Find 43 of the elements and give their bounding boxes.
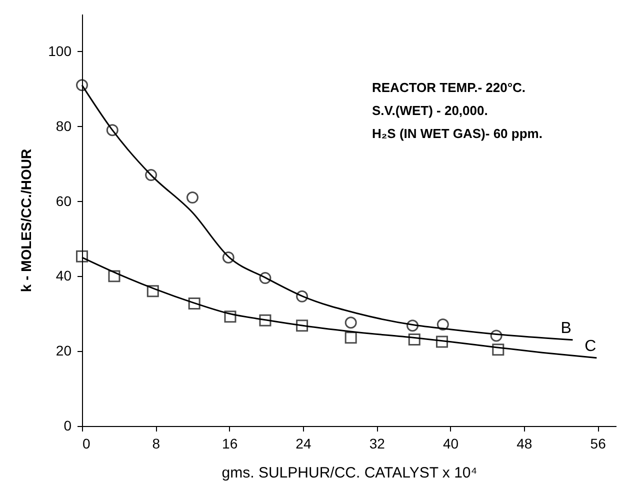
point (436, 336, 448, 348)
point (186, 192, 198, 204)
point (406, 320, 419, 332)
y-tick-label: 100 (48, 42, 72, 59)
y-axis-title: k - MOLES/CC./HOUR (18, 148, 34, 292)
x-tick-label: 56 (590, 436, 606, 452)
x-axis-title: gms. SULPHUR/CC. CATALYST x 10⁴ (222, 464, 478, 482)
point (76, 250, 88, 262)
point (344, 316, 357, 329)
series-label: C (584, 338, 596, 355)
y-tick-label: 40 (56, 268, 72, 284)
x-tick-label: 24 (296, 436, 312, 452)
point (145, 169, 158, 182)
point (222, 251, 234, 264)
x-tick-label: 8 (152, 436, 160, 452)
x-tick-label: 0 (82, 436, 90, 452)
point (344, 332, 357, 344)
point (188, 298, 200, 310)
point (490, 330, 502, 342)
x-tick-label: 48 (516, 436, 532, 452)
point (296, 290, 308, 302)
point (76, 79, 88, 92)
point (296, 320, 308, 332)
point (108, 270, 120, 282)
point (492, 344, 504, 356)
point (259, 272, 272, 284)
x-tick-label: 32 (369, 436, 386, 452)
x-tick-label: 16 (222, 436, 238, 452)
y-tick-label: 80 (56, 118, 72, 134)
annotation: H₂S (IN WET GAS)- 60 ppm. (372, 126, 542, 141)
series-label: B (560, 320, 572, 337)
point (436, 318, 449, 330)
y-tick-label: 20 (56, 342, 72, 359)
y-tick-label: 60 (56, 192, 72, 209)
x-tick-label: 40 (442, 436, 459, 452)
y-tick-label: 0 (64, 418, 72, 434)
annotation: S.V.(WET) - 20,000. (372, 103, 488, 118)
annotation: REACTOR TEMP.- 220°C. (372, 80, 526, 95)
point (259, 314, 272, 326)
point (106, 124, 118, 136)
point (224, 310, 236, 323)
point (408, 333, 420, 346)
point (146, 285, 159, 298)
